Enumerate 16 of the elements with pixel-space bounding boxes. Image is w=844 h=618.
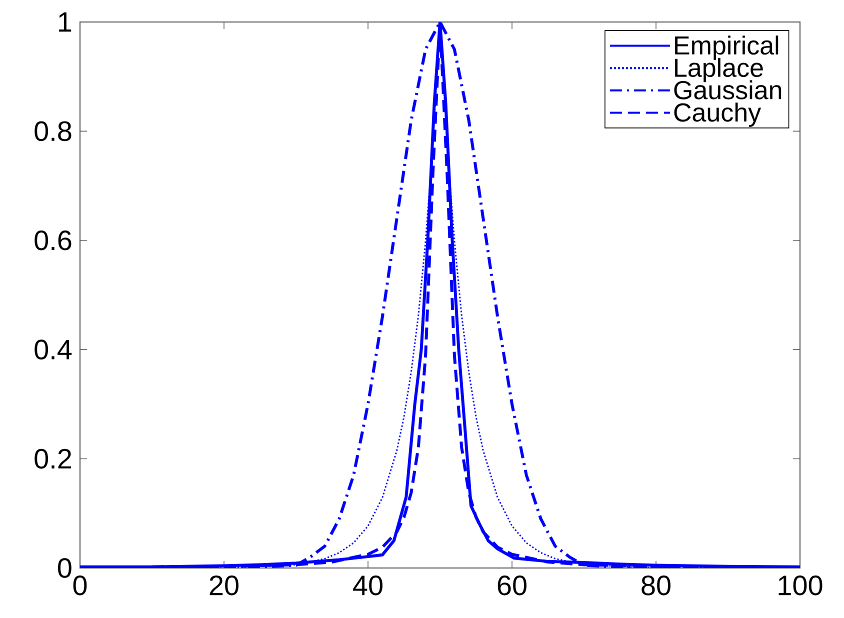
x-tick-label: 100 xyxy=(778,576,822,596)
y-tick-label: 0 xyxy=(58,558,72,578)
x-tick-label: 0 xyxy=(73,576,87,596)
legend-label: Gaussian xyxy=(674,80,782,100)
x-tick-label: 40 xyxy=(353,576,382,596)
legend-label: Empirical xyxy=(675,36,778,60)
x-tick-label: 80 xyxy=(642,576,670,596)
y-tick-label: 0.4 xyxy=(34,340,72,360)
x-tick-label: 20 xyxy=(210,576,238,596)
y-tick-label: 0.8 xyxy=(34,121,72,142)
legend-label: Laplace xyxy=(675,58,763,82)
y-tick-label: 0.6 xyxy=(34,230,72,250)
y-tick-label: 1 xyxy=(59,12,72,32)
y-tick-label: 0.2 xyxy=(34,448,72,469)
x-tick-label: 60 xyxy=(498,576,526,596)
legend-label: Cauchy xyxy=(674,102,762,127)
